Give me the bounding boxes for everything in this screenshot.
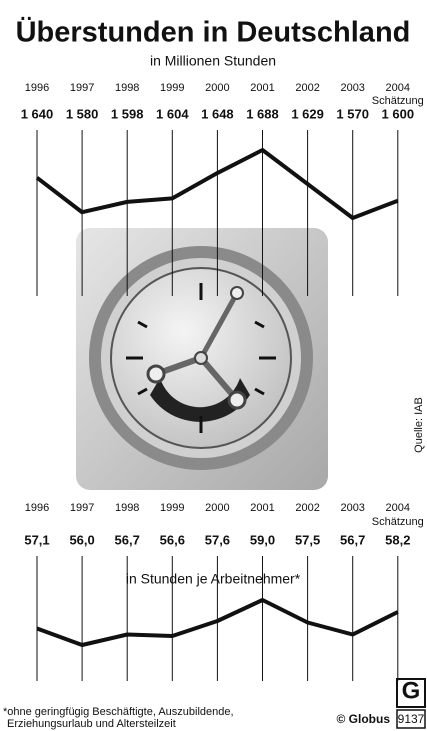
clock-knob [229, 392, 245, 408]
clock-knob [148, 366, 164, 382]
footnote: Erziehungsurlaub und Altersteilzeit [7, 718, 176, 730]
value-label: 1 580 [66, 106, 99, 121]
logo-letter: G [402, 677, 421, 704]
x-tick-label: 2002 [295, 502, 319, 514]
value-label: 57,1 [24, 532, 49, 547]
x-tick-label: 1997 [70, 82, 94, 94]
x-tick-label: 1997 [70, 502, 94, 514]
value-label: 56,6 [160, 532, 185, 547]
estimate-note: Schätzung [372, 516, 424, 528]
x-tick-label: 2000 [205, 502, 229, 514]
footnote: *ohne geringfügig Beschäftigte, Auszubil… [3, 706, 234, 718]
value-label: 56,7 [115, 532, 140, 547]
x-tick-label: 2000 [205, 82, 229, 94]
infographic: Überstunden in Deutschland Quelle: IAB *… [0, 0, 427, 731]
value-label: 1 598 [111, 106, 144, 121]
x-tick-label: 2004 [386, 82, 410, 94]
logo-number: 9137 [398, 712, 425, 726]
x-tick-label: 1998 [115, 82, 139, 94]
value-label: 1 600 [382, 106, 415, 121]
value-label: 1 629 [291, 106, 324, 121]
source: Quelle: IAB [413, 397, 425, 453]
clock-knob [231, 287, 243, 299]
credit: © Globus [336, 712, 390, 726]
x-tick-label: 1996 [25, 502, 49, 514]
x-tick-label: 2004 [386, 502, 410, 514]
x-tick-label: 2001 [250, 502, 274, 514]
value-label: 56,0 [69, 532, 94, 547]
value-label: 1 688 [246, 106, 279, 121]
value-label: 56,7 [340, 532, 365, 547]
x-tick-label: 2002 [295, 82, 319, 94]
value-label: 1 570 [336, 106, 369, 121]
x-tick-label: 2003 [340, 82, 364, 94]
value-label: 1 648 [201, 106, 234, 121]
x-tick-label: 1999 [160, 502, 184, 514]
title: Überstunden in Deutschland [16, 16, 411, 49]
x-tick-label: 1998 [115, 502, 139, 514]
value-label: 1 604 [156, 106, 189, 121]
x-tick-label: 2003 [340, 502, 364, 514]
value-label: 1 640 [21, 106, 54, 121]
value-label: 58,2 [385, 532, 410, 547]
x-tick-label: 1996 [25, 82, 49, 94]
value-label: 57,6 [205, 532, 230, 547]
chart-subtitle: in Millionen Stunden [150, 53, 276, 69]
x-tick-label: 1999 [160, 82, 184, 94]
x-tick-label: 2001 [250, 82, 274, 94]
chart-subtitle: in Stunden je Arbeitnehmer* [126, 571, 301, 587]
estimate-note: Schätzung [372, 95, 424, 107]
clock-illustration [76, 228, 328, 490]
value-label: 57,5 [295, 532, 320, 547]
value-label: 59,0 [250, 532, 275, 547]
clock-center [195, 352, 207, 364]
